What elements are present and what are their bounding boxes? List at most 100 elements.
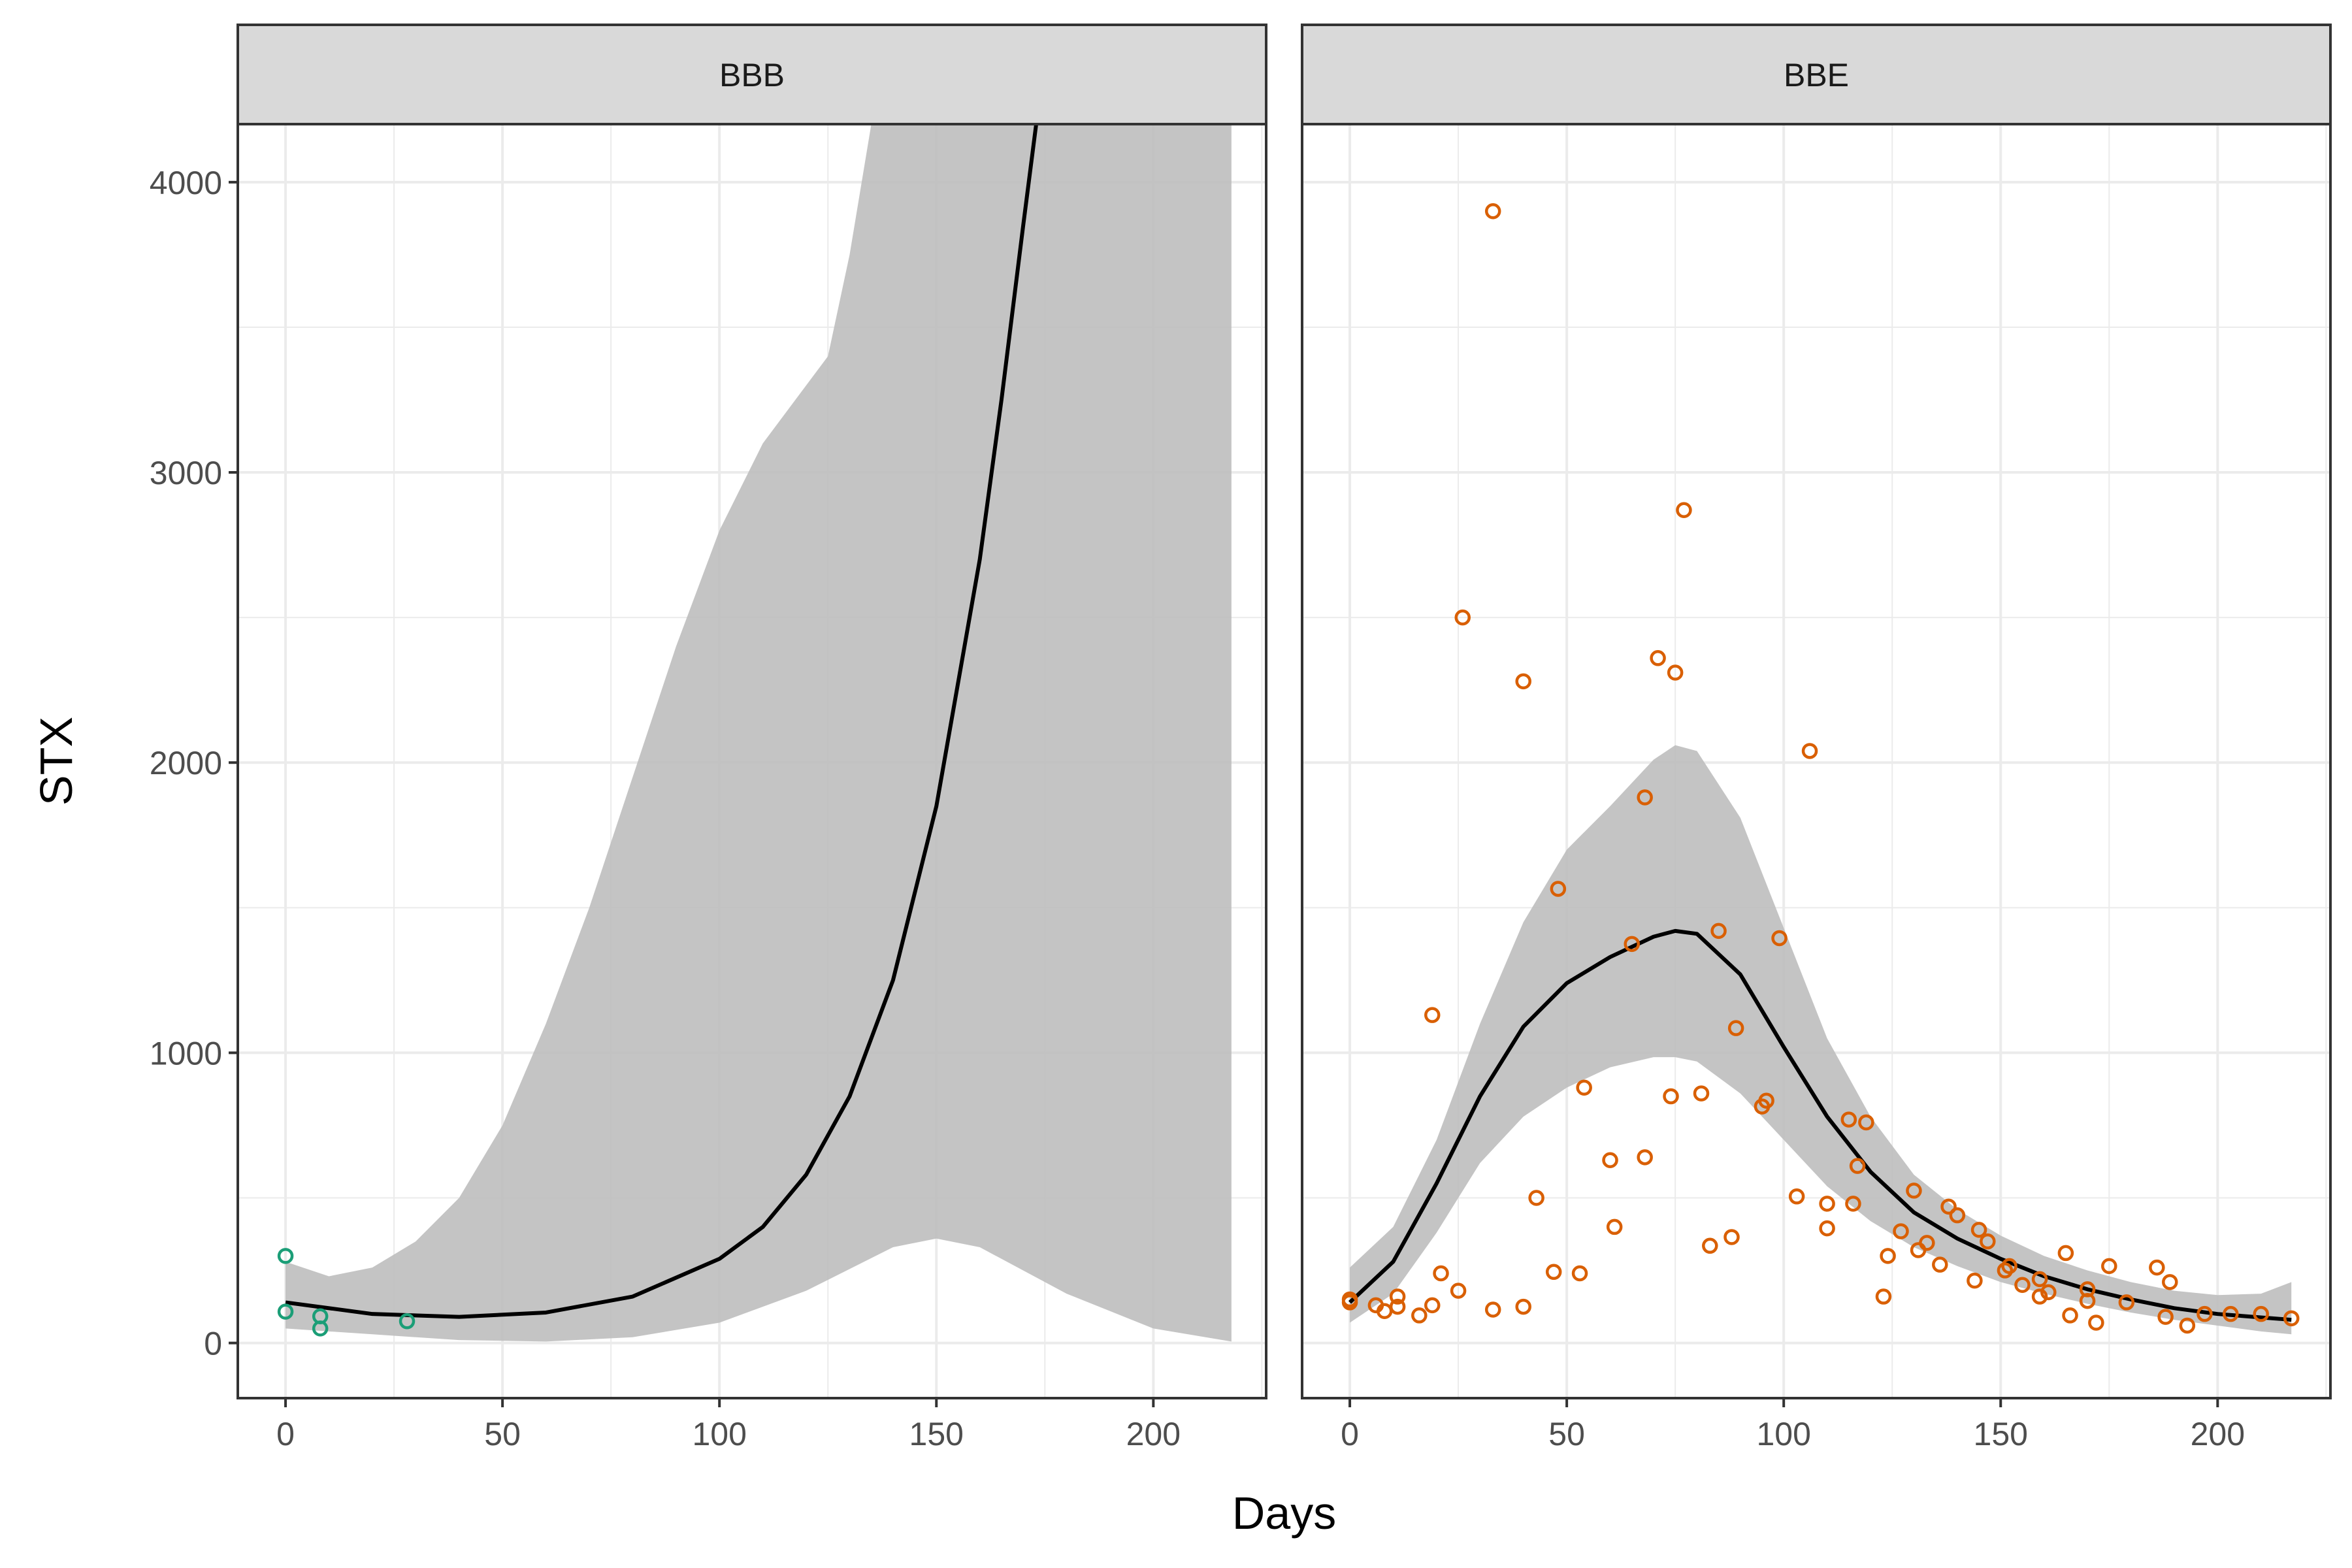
y-tick-label: 4000: [150, 165, 222, 201]
data-point: [1849, 1158, 1866, 1174]
data-point: [1624, 936, 1640, 953]
data-point: [1606, 1218, 1623, 1235]
data-point: [1411, 1307, 1428, 1324]
x-axis-ticks: 0 50 100 150 200: [1341, 1398, 2245, 1452]
data-point: [1676, 502, 1692, 519]
data-point: [1667, 664, 1684, 681]
x-tick-label: 0: [276, 1416, 295, 1452]
x-axis-ticks: 0 50 100 150 200: [276, 1398, 1181, 1452]
data-point: [1949, 1207, 1966, 1224]
data-point: [1702, 1237, 1718, 1254]
panel-bbe: BBE 0 50 100 150 200: [1301, 24, 2332, 1452]
data-point: [2283, 1310, 2300, 1327]
y-axis-title: STX: [31, 717, 82, 806]
data-point: [1801, 743, 1818, 759]
panel-background: [1302, 124, 2330, 1398]
data-point: [1637, 789, 1653, 806]
data-point: [1545, 1264, 1562, 1281]
data-points: [1341, 203, 2300, 1334]
data-point: [1637, 1149, 1653, 1166]
data-point: [1840, 1111, 1857, 1128]
data-point: [2031, 1288, 2048, 1305]
data-point: [1389, 1298, 1406, 1315]
strip-label-bbe: BBE: [1784, 57, 1849, 93]
data-point: [2031, 1271, 2048, 1288]
data-point: [1424, 1007, 1441, 1023]
data-point: [1650, 650, 1666, 666]
data-point: [1450, 1282, 1467, 1299]
data-point: [1788, 1188, 1805, 1205]
data-point: [2088, 1315, 2104, 1331]
strip-background: [237, 24, 1267, 125]
data-point: [1484, 1301, 1501, 1318]
data-point: [1710, 923, 1727, 939]
y-tick-label: 1000: [150, 1035, 222, 1071]
y-tick-label: 3000: [150, 455, 222, 491]
data-point: [1819, 1196, 1835, 1212]
confidence-band: [1350, 745, 2292, 1335]
fit-line: [1348, 928, 2292, 1322]
data-point: [2197, 1305, 2213, 1322]
data-point: [312, 1320, 329, 1337]
x-tick-label: 100: [692, 1416, 746, 1452]
data-point: [1880, 1248, 1896, 1264]
x-tick-label: 150: [909, 1416, 964, 1452]
strip-label-bbb: BBB: [719, 57, 785, 93]
data-point: [1997, 1262, 2014, 1279]
data-point: [1484, 203, 1501, 220]
data-point: [2014, 1277, 2031, 1294]
data-point: [1919, 1235, 1935, 1251]
data-point: [2101, 1258, 2117, 1275]
data-point: [1571, 1265, 1588, 1282]
data-point: [1893, 1223, 1909, 1239]
data-point: [1967, 1272, 1983, 1289]
grid-lines: [1302, 124, 2330, 1398]
data-point: [1758, 1092, 1774, 1109]
data-point: [2001, 1258, 2017, 1275]
data-point: [1433, 1265, 1449, 1282]
data-point: [1771, 930, 1788, 947]
data-point: [2062, 1307, 2078, 1324]
x-tick-label: 100: [1756, 1416, 1810, 1452]
data-point: [1389, 1288, 1406, 1305]
data-point: [2057, 1245, 2074, 1262]
data-point: [1858, 1114, 1874, 1131]
strip-background: [1301, 24, 2332, 125]
data-point: [277, 1303, 294, 1320]
data-points: [277, 1248, 416, 1337]
data-point: [1906, 1183, 1922, 1199]
x-tick-label: 150: [1974, 1416, 2028, 1452]
x-tick-label: 0: [1341, 1416, 1359, 1452]
data-point: [1602, 1152, 1618, 1169]
data-point: [2253, 1305, 2269, 1322]
data-point: [1693, 1085, 1710, 1102]
data-point: [1932, 1256, 1948, 1273]
data-point: [1515, 1298, 1531, 1315]
panel-bbb: BBB 0 50 100 150 200: [237, 24, 1267, 1452]
confidence-band: [286, 124, 1232, 1342]
data-point: [1845, 1196, 1861, 1212]
data-point: [277, 1248, 294, 1264]
data-point: [2162, 1274, 2178, 1290]
data-point: [1663, 1088, 1679, 1105]
data-point: [2079, 1292, 2096, 1309]
data-point: [2179, 1317, 2196, 1334]
data-point: [1980, 1233, 1996, 1250]
x-tick-label: 50: [1548, 1416, 1585, 1452]
data-point: [2222, 1305, 2239, 1322]
data-point: [1515, 673, 1531, 690]
data-point: [1970, 1222, 1987, 1238]
data-point: [1454, 609, 1471, 626]
data-point: [2118, 1294, 2135, 1311]
y-axis-ticks: 0 1000 2000 3000 4000: [150, 165, 238, 1362]
data-point: [1424, 1297, 1441, 1314]
data-point: [1576, 1079, 1592, 1096]
y-tick-label: 0: [204, 1326, 222, 1362]
data-point: [2040, 1284, 2057, 1301]
data-point: [1875, 1288, 1892, 1305]
y-tick-label: 2000: [150, 745, 222, 781]
data-point: [1341, 1291, 1358, 1308]
data-point: [1819, 1220, 1835, 1237]
data-point: [2157, 1309, 2174, 1325]
